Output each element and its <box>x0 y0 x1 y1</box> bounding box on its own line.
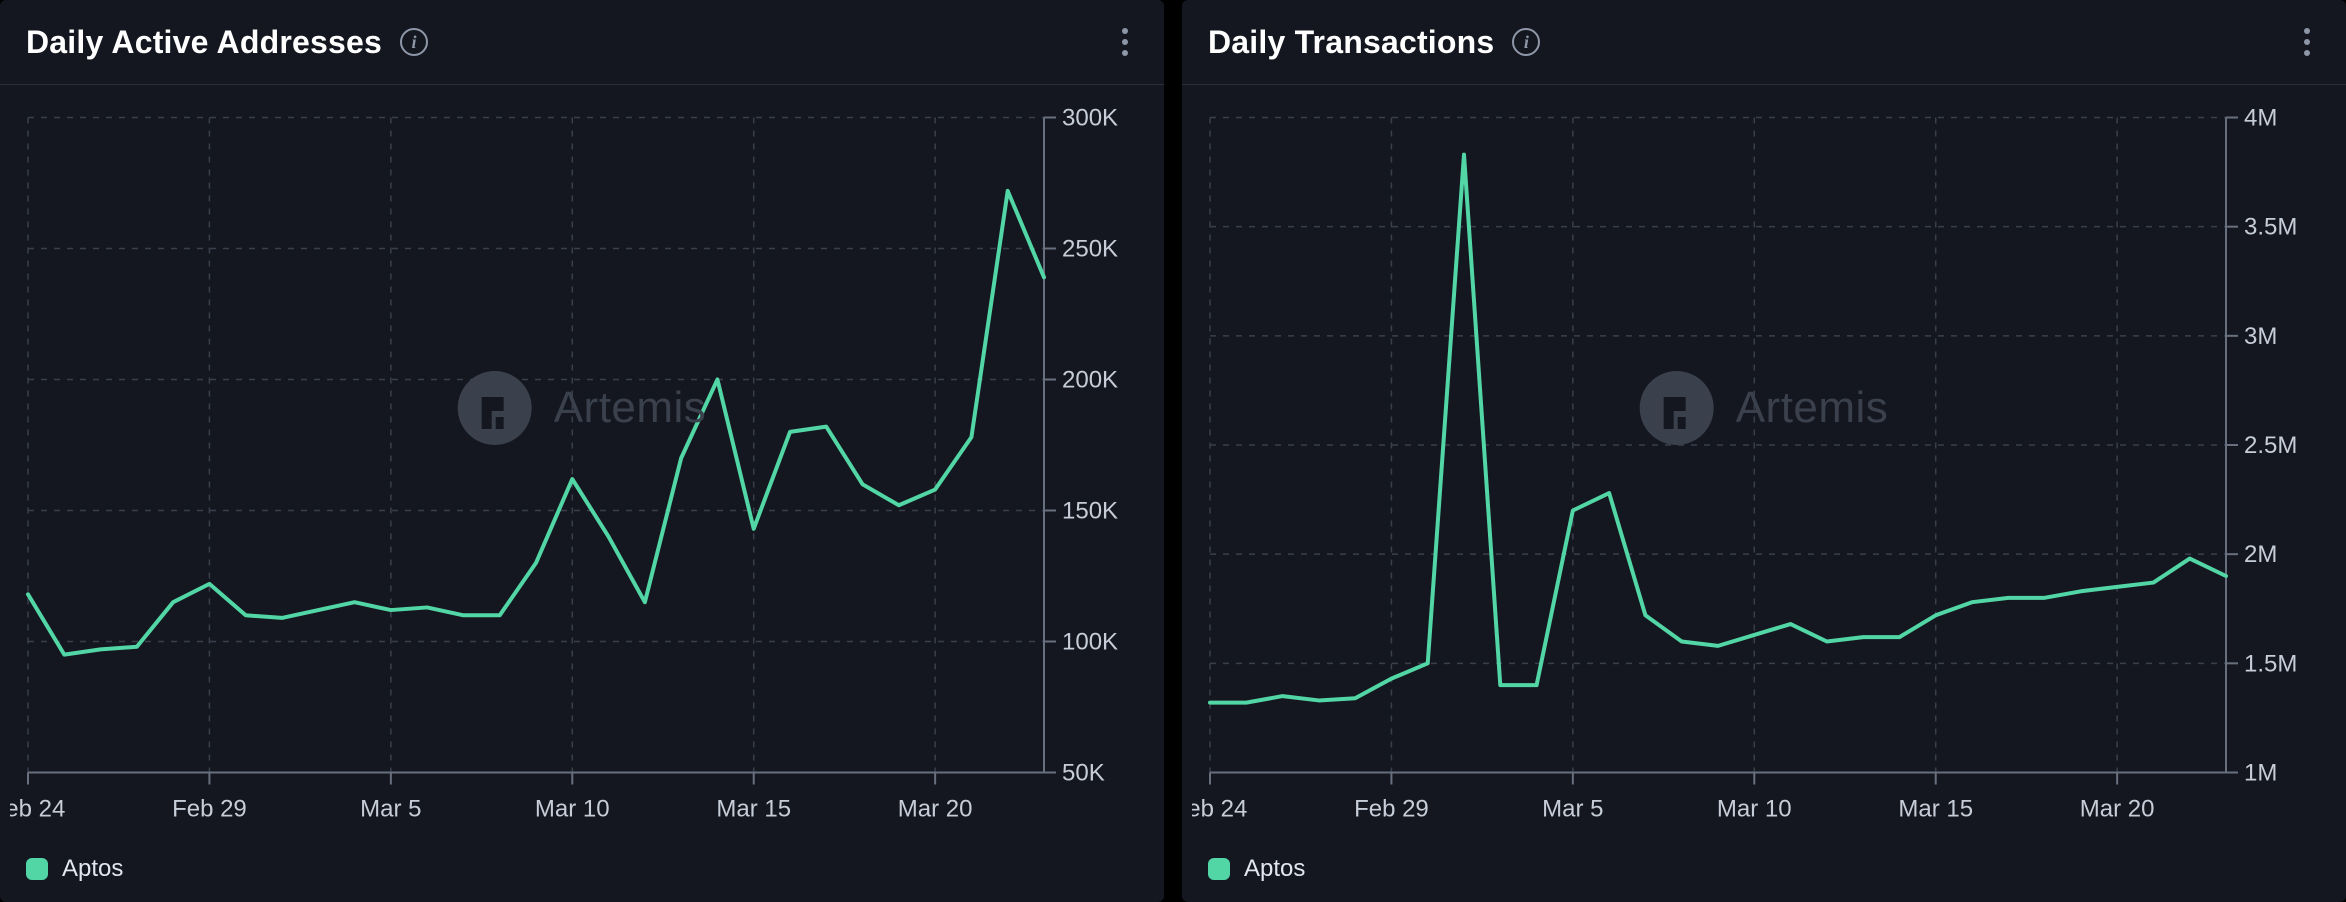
svg-text:Mar 5: Mar 5 <box>1542 796 1603 823</box>
svg-text:Feb 29: Feb 29 <box>1354 796 1429 823</box>
chart-body: Artemis 1M1.5M2M2.5M3M3.5M4MFeb 24Feb 29… <box>1182 85 2346 855</box>
legend[interactable]: Aptos <box>0 855 1164 902</box>
legend-swatch <box>26 858 48 880</box>
svg-text:200K: 200K <box>1062 367 1118 394</box>
panel-title-wrap: Daily Transactions i <box>1208 24 1540 61</box>
svg-text:Mar 10: Mar 10 <box>535 796 610 823</box>
svg-text:Mar 5: Mar 5 <box>360 796 421 823</box>
line-chart[interactable]: 1M 1.5M 2M 2.5M 3M 3.5M 4M Feb 24 Feb 29 Mar 5 Mar… <box>1192 105 2336 845</box>
svg-text:300K: 300K <box>1062 105 1118 132</box>
chart-body: Artemis 50K100K150K200K250K300KFeb 24Feb… <box>0 85 1164 855</box>
svg-text:Mar 15: Mar 15 <box>1898 796 1973 823</box>
svg-text:100K: 100K <box>1062 629 1118 656</box>
svg-text:Mar 10: Mar 10 <box>1717 796 1792 823</box>
svg-text:Feb 24: Feb 24 <box>10 796 65 823</box>
svg-text:150K: 150K <box>1062 498 1118 525</box>
info-icon[interactable]: i <box>1512 28 1540 56</box>
info-icon[interactable]: i <box>400 28 428 56</box>
panel-daily-transactions: Daily Transactions i Artemis 1M1.5M2M2.5… <box>1182 0 2346 902</box>
svg-text:1.5M: 1.5M <box>2244 650 2297 677</box>
svg-text:Mar 15: Mar 15 <box>716 796 791 823</box>
legend-swatch <box>1208 858 1230 880</box>
legend-label: Aptos <box>1244 855 1305 883</box>
svg-text:Mar 20: Mar 20 <box>898 796 973 823</box>
kebab-menu-icon[interactable] <box>1116 22 1134 62</box>
dashboard: Daily Active Addresses i Artemis 50K100K… <box>0 0 2346 902</box>
svg-text:Feb 24: Feb 24 <box>1192 796 1247 823</box>
panel-title-wrap: Daily Active Addresses i <box>26 24 428 61</box>
svg-text:50K: 50K <box>1062 760 1105 787</box>
panel-header: Daily Active Addresses i <box>0 0 1164 85</box>
svg-text:2.5M: 2.5M <box>2244 432 2297 459</box>
panel-header: Daily Transactions i <box>1182 0 2346 85</box>
panel-title: Daily Transactions <box>1208 24 1494 61</box>
legend-label: Aptos <box>62 855 123 883</box>
svg-text:250K: 250K <box>1062 236 1118 263</box>
svg-text:1M: 1M <box>2244 760 2277 787</box>
svg-text:Feb 29: Feb 29 <box>172 796 247 823</box>
panel-daily-active-addresses: Daily Active Addresses i Artemis 50K100K… <box>0 0 1164 902</box>
panel-title: Daily Active Addresses <box>26 24 382 61</box>
line-chart[interactable]: 50K 100K 150K 200K 250K 300K Feb 24 Feb 29 Mar 5… <box>10 105 1154 845</box>
legend[interactable]: Aptos <box>1182 855 2346 902</box>
svg-text:4M: 4M <box>2244 105 2277 132</box>
svg-text:3M: 3M <box>2244 323 2277 350</box>
svg-text:2M: 2M <box>2244 541 2277 568</box>
svg-text:3.5M: 3.5M <box>2244 214 2297 241</box>
svg-text:Mar 20: Mar 20 <box>2080 796 2155 823</box>
kebab-menu-icon[interactable] <box>2298 22 2316 62</box>
